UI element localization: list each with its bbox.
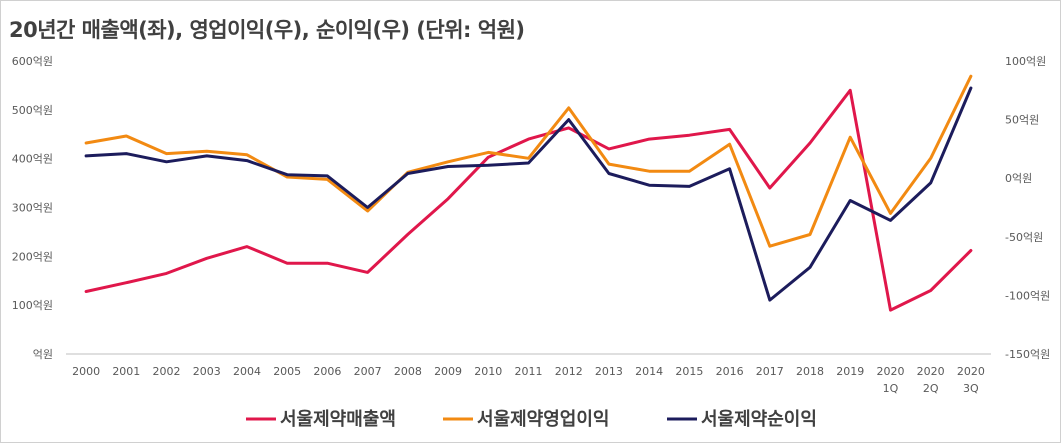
x-tick-label: 2000 [72, 365, 100, 378]
y-right-tick-label: -100억원 [1005, 289, 1050, 302]
x-tick-label: 2003 [193, 365, 221, 378]
y-right-tick-label: -150억원 [1005, 348, 1050, 361]
y-left-tick-label: 200억원 [12, 250, 53, 263]
x-tick-label: 2001 [112, 365, 140, 378]
x-tick-label: 2011 [515, 365, 543, 378]
x-tick-label: 2016 [716, 365, 744, 378]
x-tick-label: 2008 [394, 365, 422, 378]
x-tick-label: 2020 1Q [876, 365, 904, 395]
x-tick-label: 2020 3Q [957, 365, 985, 395]
x-tick-label: 2015 [675, 365, 703, 378]
x-tick-label: 2019 [836, 365, 864, 378]
y-right-tick-label: 0억원 [1005, 172, 1032, 185]
chart-title: 20년간 매출액(좌), 영업이익(우), 순이익(우) (단위: 억원) [9, 18, 525, 42]
x-tick-label: 2005 [273, 365, 301, 378]
x-tick-label: 2013 [595, 365, 623, 378]
y-left-tick-label: 400억원 [12, 153, 53, 166]
x-tick-label: 2020 2Q [917, 365, 945, 395]
x-tick-label: 2018 [796, 365, 824, 378]
series-line-1 [84, 88, 973, 312]
y-right-tick-label: -50억원 [1005, 231, 1043, 244]
series-line-3 [84, 86, 973, 302]
x-tick-label: 2002 [153, 365, 181, 378]
legend-label: 서울제약순이익 [701, 408, 817, 430]
series-line-2 [84, 74, 973, 248]
x-tick-label: 2010 [474, 365, 502, 378]
y-left-tick-label: 100억원 [12, 299, 53, 312]
y-left-tick-label: 600억원 [12, 55, 53, 68]
y-left-tick-label: 억원 [33, 348, 53, 361]
x-tick-label: 2007 [354, 365, 382, 378]
x-tick-label: 2004 [233, 365, 261, 378]
x-tick-label: 2012 [555, 365, 583, 378]
y-right-tick-label: 100억원 [1005, 55, 1046, 68]
legend-label: 서울제약매출액 [280, 408, 396, 430]
y-left-tick-label: 300억원 [12, 202, 53, 215]
y-right-tick-label: 50억원 [1005, 114, 1039, 127]
y-left-tick-label: 500억원 [12, 104, 53, 117]
x-tick-label: 2014 [635, 365, 663, 378]
x-tick-label: 2017 [756, 365, 784, 378]
legend-label: 서울제약영업이익 [477, 408, 609, 430]
x-tick-label: 2006 [313, 365, 341, 378]
x-tick-label: 2009 [434, 365, 462, 378]
